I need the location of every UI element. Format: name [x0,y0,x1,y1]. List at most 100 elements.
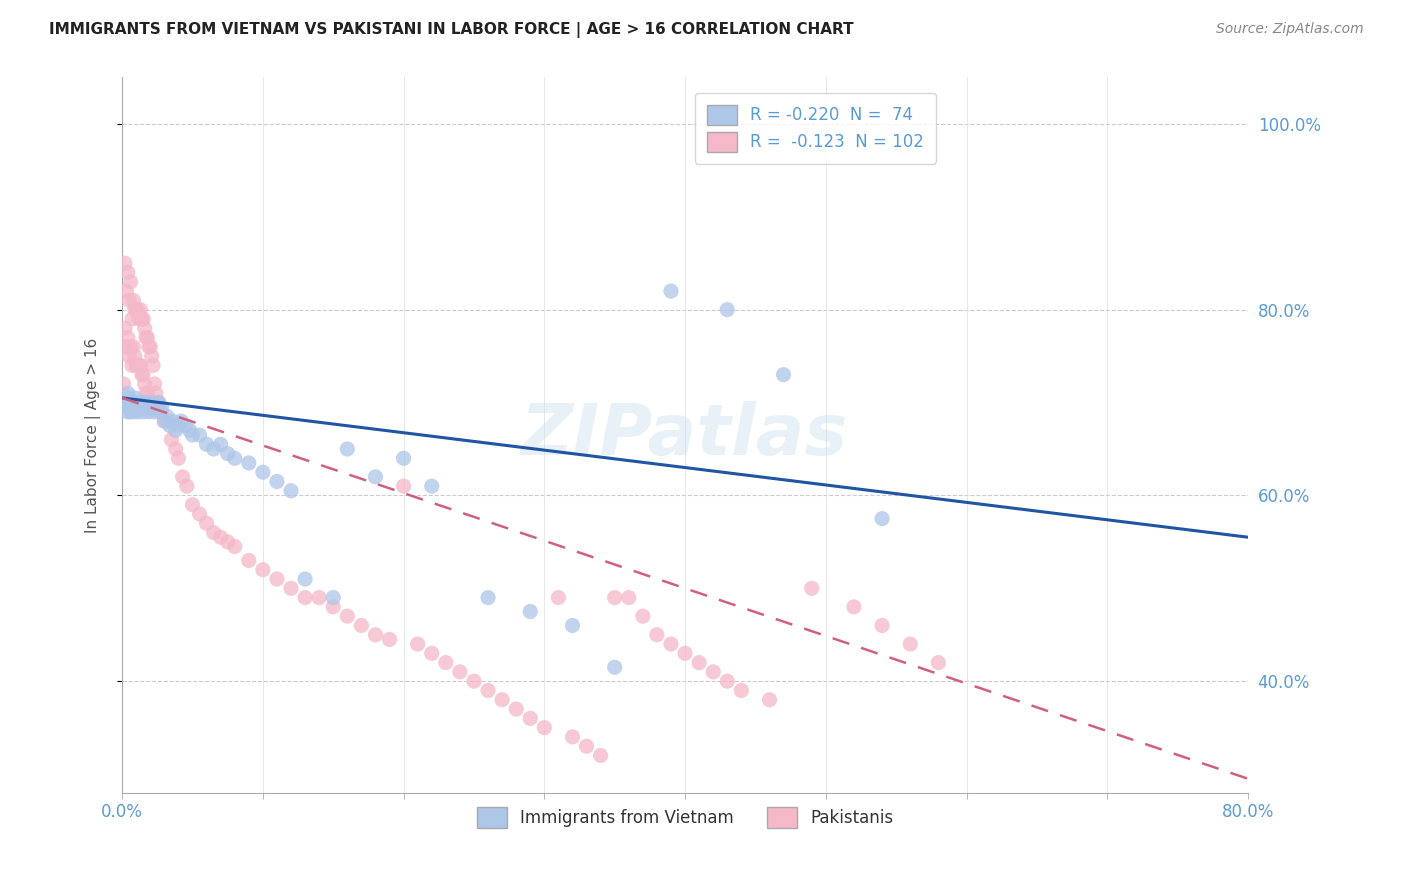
Point [150,405,173,419]
Point [146,395,169,409]
Point [224,451,246,466]
Point [224,540,246,554]
Point [143,376,166,391]
Point [716,674,738,689]
Point [176,479,198,493]
Point [128,312,150,326]
Point [645,628,668,642]
Point [308,591,330,605]
Point [336,609,359,624]
Point [156,409,179,424]
Point [160,433,183,447]
Point [122,340,145,354]
Point [547,591,569,605]
Point [125,359,148,373]
Point [477,683,499,698]
Point [134,400,156,414]
Point [631,609,654,624]
Point [364,628,387,642]
Point [135,330,157,344]
Point [141,349,163,363]
Text: IMMIGRANTS FROM VIETNAM VS PAKISTANI IN LABOR FORCE | AGE > 16 CORRELATION CHART: IMMIGRANTS FROM VIETNAM VS PAKISTANI IN … [49,22,853,38]
Point [117,405,139,419]
Point [252,465,274,479]
Point [134,376,156,391]
Point [129,400,152,414]
Point [434,656,457,670]
Point [127,302,149,317]
Point [153,414,176,428]
Point [134,321,156,335]
Point [121,400,143,414]
Point [179,424,201,438]
Point [121,395,143,409]
Point [148,395,170,409]
Point [138,395,160,409]
Point [120,275,142,289]
Point [124,400,146,414]
Point [322,591,344,605]
Point [772,368,794,382]
Point [136,330,159,344]
Point [145,386,167,401]
Point [350,618,373,632]
Point [149,405,172,419]
Point [188,507,211,521]
Point [121,312,143,326]
Point [129,395,152,409]
Point [143,405,166,419]
Point [870,511,893,525]
Point [252,563,274,577]
Point [132,368,155,382]
Point [463,674,485,689]
Point [294,572,316,586]
Point [122,405,145,419]
Point [561,730,583,744]
Point [129,359,152,373]
Point [172,470,194,484]
Point [181,428,204,442]
Point [170,414,193,428]
Point [125,400,148,414]
Point [125,302,148,317]
Point [128,359,150,373]
Point [898,637,921,651]
Point [129,302,152,317]
Point [131,368,153,382]
Point [927,656,949,670]
Point [336,442,359,456]
Point [150,400,173,414]
Point [603,591,626,605]
Point [659,637,682,651]
Point [120,395,142,409]
Point [477,591,499,605]
Point [673,646,696,660]
Point [128,400,150,414]
Point [238,553,260,567]
Legend: Immigrants from Vietnam, Pakistanis: Immigrants from Vietnam, Pakistanis [470,801,900,834]
Point [124,391,146,405]
Point [117,265,139,279]
Point [533,721,555,735]
Point [139,400,162,414]
Text: ZIPatlas: ZIPatlas [522,401,849,469]
Point [730,683,752,698]
Point [120,405,142,419]
Point [420,479,443,493]
Point [519,605,541,619]
Point [659,284,682,298]
Point [392,451,415,466]
Text: Source: ZipAtlas.com: Source: ZipAtlas.com [1216,22,1364,37]
Point [266,572,288,586]
Point [280,582,302,596]
Point [124,349,146,363]
Point [121,359,143,373]
Point [165,424,187,438]
Point [139,340,162,354]
Point [505,702,527,716]
Point [142,359,165,373]
Point [266,475,288,489]
Point [118,391,141,405]
Point [870,618,893,632]
Point [617,591,640,605]
